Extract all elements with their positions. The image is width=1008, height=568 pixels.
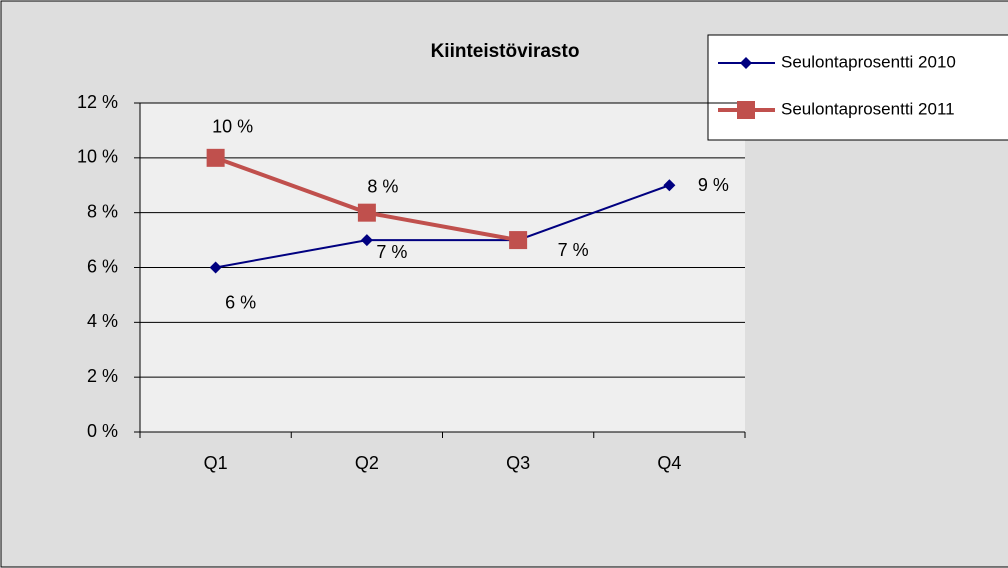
legend-marker <box>740 57 752 69</box>
data-point <box>360 234 373 247</box>
legend <box>707 34 1008 141</box>
x-tick-label: Q4 <box>657 453 681 473</box>
data-point <box>206 148 225 167</box>
data-point <box>663 179 676 192</box>
data-label: 8 % <box>367 176 398 196</box>
data-label: 6 % <box>225 292 256 312</box>
legend-label: Seulontaprosentti 2011 <box>781 99 955 118</box>
data-point <box>509 231 528 250</box>
y-tick-label: 0 % <box>87 421 118 441</box>
data-label: 7 % <box>376 242 407 262</box>
x-tick-label: Q1 <box>204 453 228 473</box>
legend-label: Seulontaprosentti 2010 <box>781 52 956 71</box>
y-tick-label: 8 % <box>87 201 118 221</box>
series-line <box>215 184 670 269</box>
x-tick-label: Q3 <box>506 453 530 473</box>
data-point <box>357 203 376 222</box>
y-tick-label: 10 % <box>77 147 118 167</box>
x-tick-label: Q2 <box>355 453 379 473</box>
legend-marker <box>737 101 755 119</box>
data-label: 9 % <box>698 175 729 195</box>
data-point <box>209 261 222 274</box>
y-tick-label: 2 % <box>87 366 118 386</box>
chart-title: Kiinteistövirasto <box>431 41 580 62</box>
y-tick-label: 12 % <box>77 92 118 112</box>
data-label: 10 % <box>212 117 253 137</box>
data-label: 7 % <box>558 240 589 260</box>
y-tick-label: 4 % <box>87 311 118 331</box>
y-tick-label: 6 % <box>87 256 118 276</box>
